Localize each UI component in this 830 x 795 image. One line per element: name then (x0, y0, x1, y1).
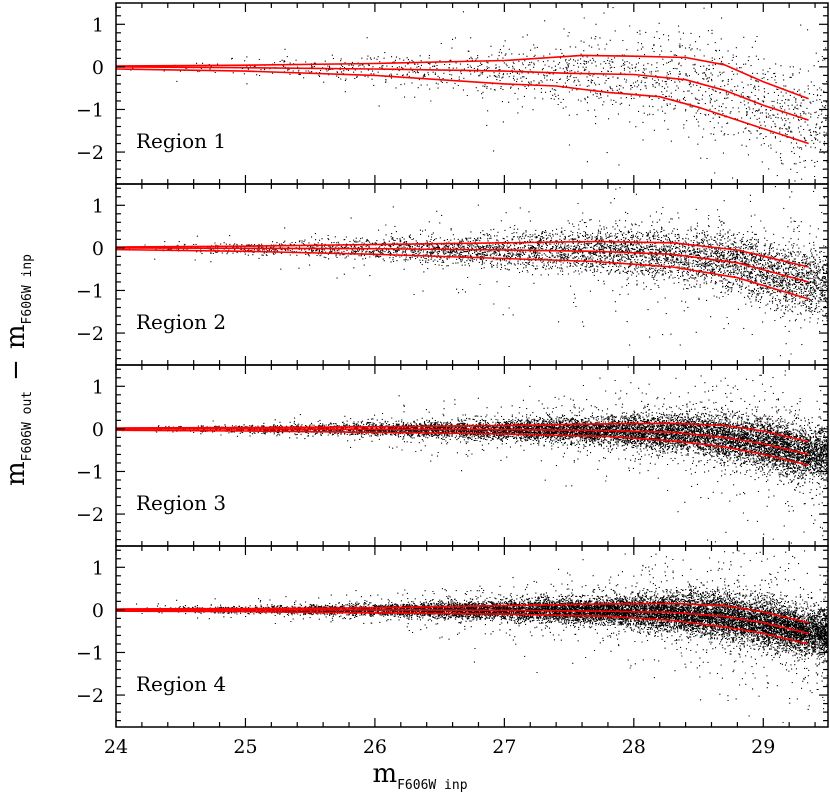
y-tick-label: 1 (92, 376, 104, 398)
y-tick-label: −2 (76, 685, 104, 707)
x-tick-label: 26 (363, 736, 387, 758)
curve-median-3 (116, 428, 809, 456)
y-tick-label: 0 (92, 57, 104, 79)
x-axis-title: mF606W inp (372, 759, 467, 793)
curve-lower-1 (116, 68, 809, 145)
region-label-3: Region 3 (136, 491, 226, 515)
y-tick-label: −1 (76, 99, 104, 121)
y-tick-label: 1 (92, 557, 104, 579)
y-tick-label: −1 (76, 461, 104, 483)
x-axis-title-main: m (372, 759, 397, 789)
scatter-points-4 (123, 550, 828, 724)
y-axis-title-main-2: m (1, 324, 31, 349)
panel-frame-1 (115, 2, 829, 185)
panel-frame-3 (115, 364, 829, 547)
y-axis-title-main: m (1, 461, 31, 486)
x-tick-label: 24 (104, 736, 128, 758)
y-axis-title: mF606W out−mF606W inp (1, 254, 35, 486)
curve-median-2 (116, 247, 809, 283)
y-tick-label: −2 (76, 323, 104, 345)
curve-upper-3 (116, 422, 809, 443)
scatter-points-3 (122, 366, 828, 544)
x-tick-label: 29 (751, 736, 775, 758)
region-label-4: Region 4 (136, 672, 226, 696)
region-label-1: Region 1 (136, 129, 226, 153)
curve-upper-4 (116, 602, 809, 624)
curve-upper-2 (116, 240, 809, 268)
y-axis-title-subscript-2: F606W inp (20, 254, 35, 325)
y-tick-label: −2 (76, 142, 104, 164)
y-tick-label: 0 (92, 419, 104, 441)
y-tick-label: −2 (76, 504, 104, 526)
curve-lower-3 (116, 429, 809, 466)
y-axis-title-subscript: F606W out (20, 391, 35, 461)
panel-frame-4 (115, 545, 829, 728)
y-axis-title-minus: − (1, 359, 31, 381)
y-tick-label: 1 (92, 14, 104, 36)
y-tick-label: 0 (92, 600, 104, 622)
panel-1: 1 0 −1 −2 Region 1 (76, 2, 829, 185)
curve-lower-4 (116, 610, 809, 645)
scatter-points-2 (122, 186, 828, 361)
y-tick-label: 1 (92, 195, 104, 217)
curve-median-4 (116, 609, 809, 635)
panel-4: 1 0 −1 −2 Region 4 (76, 545, 829, 728)
x-tick-label: 25 (233, 736, 257, 758)
curve-upper-1 (116, 54, 809, 100)
panels-group: 1 0 −1 −2 Region 1 1 0 −1 −2 Region 2 1 0 −1 −2 Region… (76, 2, 829, 758)
region-label-2: Region 2 (136, 310, 226, 334)
panel-2: 1 0 −1 −2 Region 2 (76, 183, 829, 366)
y-tick-label: −1 (76, 280, 104, 302)
x-tick-label: 27 (492, 736, 516, 758)
curve-lower-2 (116, 248, 809, 300)
y-tick-label: 0 (92, 238, 104, 260)
panel-3: 1 0 −1 −2 Region 3 (76, 364, 829, 547)
x-tick-label: 28 (622, 736, 646, 758)
y-tick-label: −1 (76, 642, 104, 664)
x-axis-title-subscript: F606W inp (397, 778, 468, 793)
curve-median-1 (116, 66, 809, 121)
scatter-points-1 (130, 4, 828, 184)
